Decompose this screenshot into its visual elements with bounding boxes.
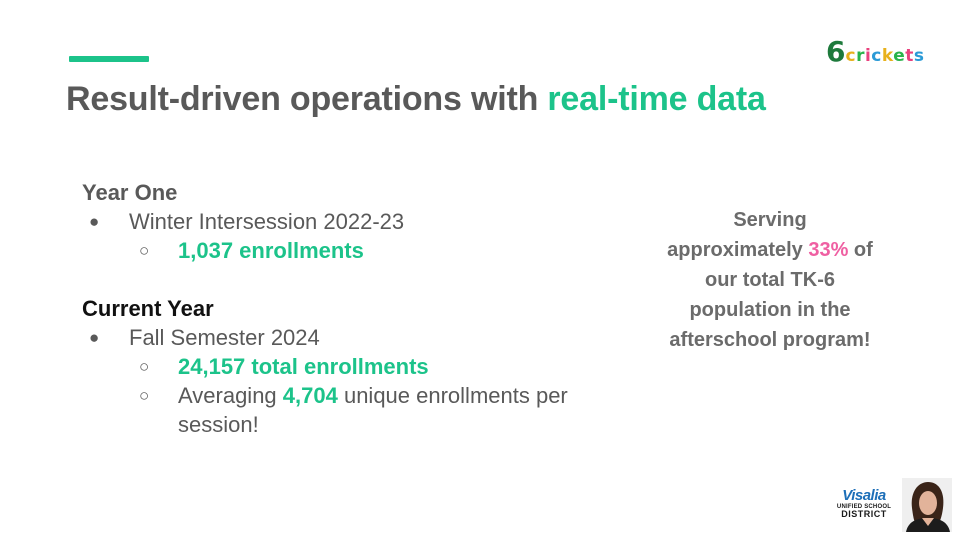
current-year-sub-1: 24,157 total enrollments [82, 352, 622, 381]
callout-line-2: approximately 33% of [650, 235, 890, 265]
visalia-sub: UNIFIED SCHOOL [836, 504, 892, 510]
content-body: Year One Winter Intersession 2022-23 1,0… [82, 178, 622, 439]
spacer [82, 265, 622, 294]
slide-title: Result-driven operations with real-time … [66, 80, 766, 119]
title-highlight: real-time data [547, 80, 766, 118]
callout-line-3: our total TK-6 [705, 269, 835, 291]
current-year-sub-2: Averaging 4,704 unique enrollments per s… [82, 381, 622, 439]
current-year-heading: Current Year [82, 296, 214, 321]
logo-letter: s [913, 46, 925, 66]
callout-percent: 33% [808, 239, 849, 261]
visalia-district: DISTRICT [841, 509, 887, 519]
averaging-pre: Averaging [178, 383, 283, 408]
logo-letter: c [845, 46, 857, 66]
callout-approx: approximately [667, 239, 809, 261]
callout-line-5: afterschool program! [669, 329, 871, 351]
title-plain: Result-driven operations with [66, 80, 548, 118]
year-one-heading: Year One [82, 180, 178, 205]
current-year-bullet: Fall Semester 2024 [82, 323, 622, 352]
visalia-word: Visalia [842, 487, 886, 504]
logo-letter: c [871, 46, 882, 66]
averaging-post: unique enrollments per session! [178, 383, 568, 437]
logo-six: 6 [826, 35, 846, 68]
logo-letter: e [893, 46, 906, 66]
logo-letter: t [905, 46, 914, 66]
year-one-bullet: Winter Intersession 2022-23 [82, 207, 622, 236]
logo-letter: i [864, 46, 872, 66]
year-one-enrollments: 1,037 enrollments [178, 238, 364, 263]
year-one-sub: 1,037 enrollments [82, 236, 622, 265]
logo-word: crickets [845, 46, 924, 66]
presenter-photo [902, 478, 952, 532]
callout-line-4: population in the [689, 299, 851, 321]
logo-letter: r [856, 46, 865, 66]
serving-callout: Serving approximately 33% of our total T… [650, 205, 890, 355]
total-enrollments: 24,157 total enrollments [178, 354, 429, 379]
portrait-icon [902, 478, 952, 532]
averaging-number: 4,704 [282, 383, 338, 408]
callout-of: of [848, 239, 873, 261]
logo-letter: k [881, 46, 894, 66]
visalia-district-logo: Visalia UNIFIED SCHOOL DISTRICT [832, 488, 896, 530]
6crickets-logo: 6crickets [826, 38, 925, 66]
callout-line-1: Serving [733, 209, 807, 231]
accent-bar [69, 56, 149, 62]
